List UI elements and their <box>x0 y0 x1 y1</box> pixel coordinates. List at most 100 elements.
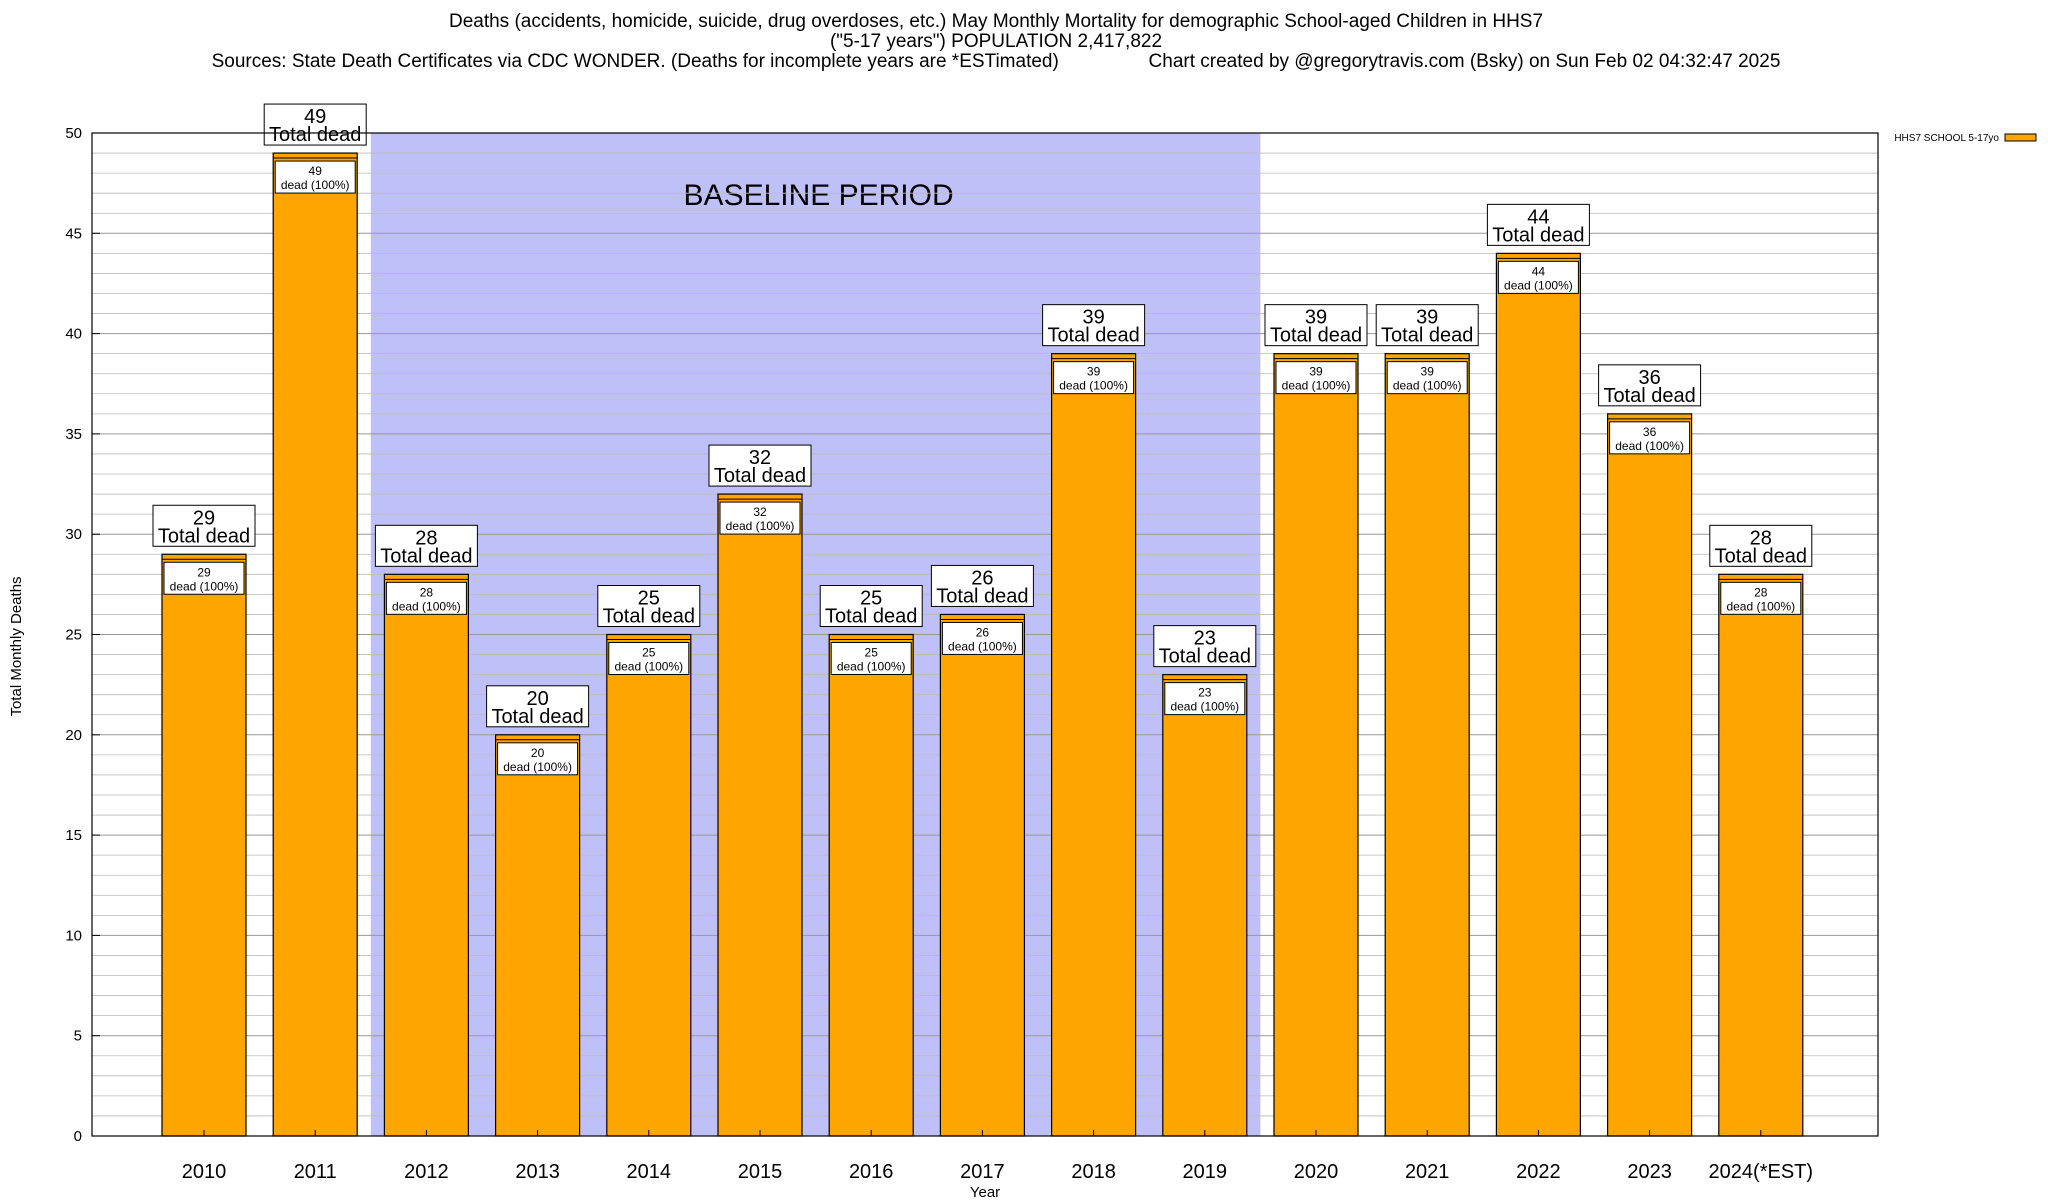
bar <box>383 573 469 1137</box>
inner-label-value: 25 <box>865 646 879 660</box>
inner-label-percent: dead (100%) <box>1726 599 1795 613</box>
data-label: 39 <box>1082 307 1104 329</box>
bar <box>272 152 358 1137</box>
inner-label-value: 32 <box>753 505 767 519</box>
data-label: 28 <box>415 527 437 549</box>
data-label: 23 <box>1194 628 1216 650</box>
inner-label-box <box>1386 361 1468 395</box>
inner-label-box <box>497 742 579 776</box>
x-tick-label: 2018 <box>1071 1161 1116 1183</box>
inner-label-value: 49 <box>309 164 323 178</box>
data-label: 39 <box>1416 307 1438 329</box>
legend-swatch <box>2004 133 2037 142</box>
data-label: 44 <box>1527 206 1549 228</box>
inner-label-percent: dead (100%) <box>948 639 1017 653</box>
inner-label-box <box>941 621 1023 655</box>
y-tick-label: 40 <box>65 326 82 343</box>
data-label: 26 <box>971 567 993 589</box>
x-tick-label: 2016 <box>849 1161 894 1183</box>
inner-label-value: 39 <box>1421 365 1435 379</box>
data-label: 36 <box>1638 367 1660 389</box>
inner-label-box <box>608 642 690 675</box>
x-tick-label: 2015 <box>738 1161 783 1183</box>
inner-label-percent: dead (100%) <box>392 599 461 613</box>
top-label-box <box>486 685 590 728</box>
inner-label-box <box>163 561 245 595</box>
inner-label-percent: dead (100%) <box>1504 278 1573 292</box>
inner-label-value: 39 <box>1309 365 1323 379</box>
data-label: 39 <box>1305 307 1327 329</box>
x-tick-label: 2011 <box>294 1161 337 1183</box>
data-label-suffix: Total dead <box>1047 325 1139 347</box>
inner-label-box <box>1275 361 1357 395</box>
top-label-box <box>708 444 812 487</box>
bar <box>1273 353 1359 1137</box>
bar <box>1050 353 1137 1137</box>
y-tick-label: 10 <box>65 927 82 944</box>
inner-label-box <box>1053 361 1135 395</box>
top-label-box <box>263 103 367 146</box>
data-label-suffix: Total dead <box>269 124 361 146</box>
data-label-suffix: Total dead <box>491 706 583 728</box>
bar <box>1606 413 1693 1137</box>
y-tick-label: 15 <box>65 827 82 844</box>
data-label: 28 <box>1750 527 1772 549</box>
inner-label-value: 25 <box>642 646 656 660</box>
top-label-box <box>1486 203 1590 246</box>
inner-label-percent: dead (100%) <box>281 178 350 192</box>
x-tick-label: 2017 <box>960 1161 1005 1183</box>
x-tick-label: 2019 <box>1183 1161 1228 1183</box>
x-tick-label: 2020 <box>1294 1161 1339 1183</box>
y-tick-label: 45 <box>65 225 82 242</box>
inner-label-value: 26 <box>976 625 990 639</box>
y-tick-label: 30 <box>65 526 82 543</box>
x-tick-label: 2023 <box>1627 1161 1672 1183</box>
data-label-suffix: Total dead <box>603 606 695 628</box>
y-tick-label: 50 <box>65 125 82 142</box>
top-label-box <box>1709 524 1813 567</box>
top-label-box <box>374 524 478 567</box>
bar <box>161 553 247 1137</box>
data-label: 32 <box>749 447 771 469</box>
top-label-box <box>1375 304 1479 347</box>
top-label-box <box>1598 364 1702 407</box>
inner-label-box <box>719 501 801 535</box>
bar <box>1384 353 1470 1137</box>
x-tick-label: 2022 <box>1516 1161 1561 1183</box>
inner-label-percent: dead (100%) <box>837 660 906 674</box>
y-tick-label: 0 <box>74 1128 82 1145</box>
inner-label-box <box>1497 260 1579 294</box>
y-tick-label: 25 <box>65 627 82 644</box>
data-label-suffix: Total dead <box>158 525 250 547</box>
inner-label-percent: dead (100%) <box>726 519 795 533</box>
bar <box>939 613 1026 1137</box>
chart-subtitle-population: ("5-17 years") POPULATION 2,417,822 <box>829 31 1163 52</box>
chart-subtitle-sources: Sources: State Death Certificates via CD… <box>211 51 1781 72</box>
bar <box>495 734 581 1137</box>
inner-label-value: 23 <box>1198 686 1212 700</box>
bar <box>1162 674 1248 1137</box>
top-label-box <box>597 585 701 627</box>
data-label: 20 <box>526 688 548 710</box>
bar <box>1495 252 1582 1137</box>
bar <box>1718 573 1804 1137</box>
